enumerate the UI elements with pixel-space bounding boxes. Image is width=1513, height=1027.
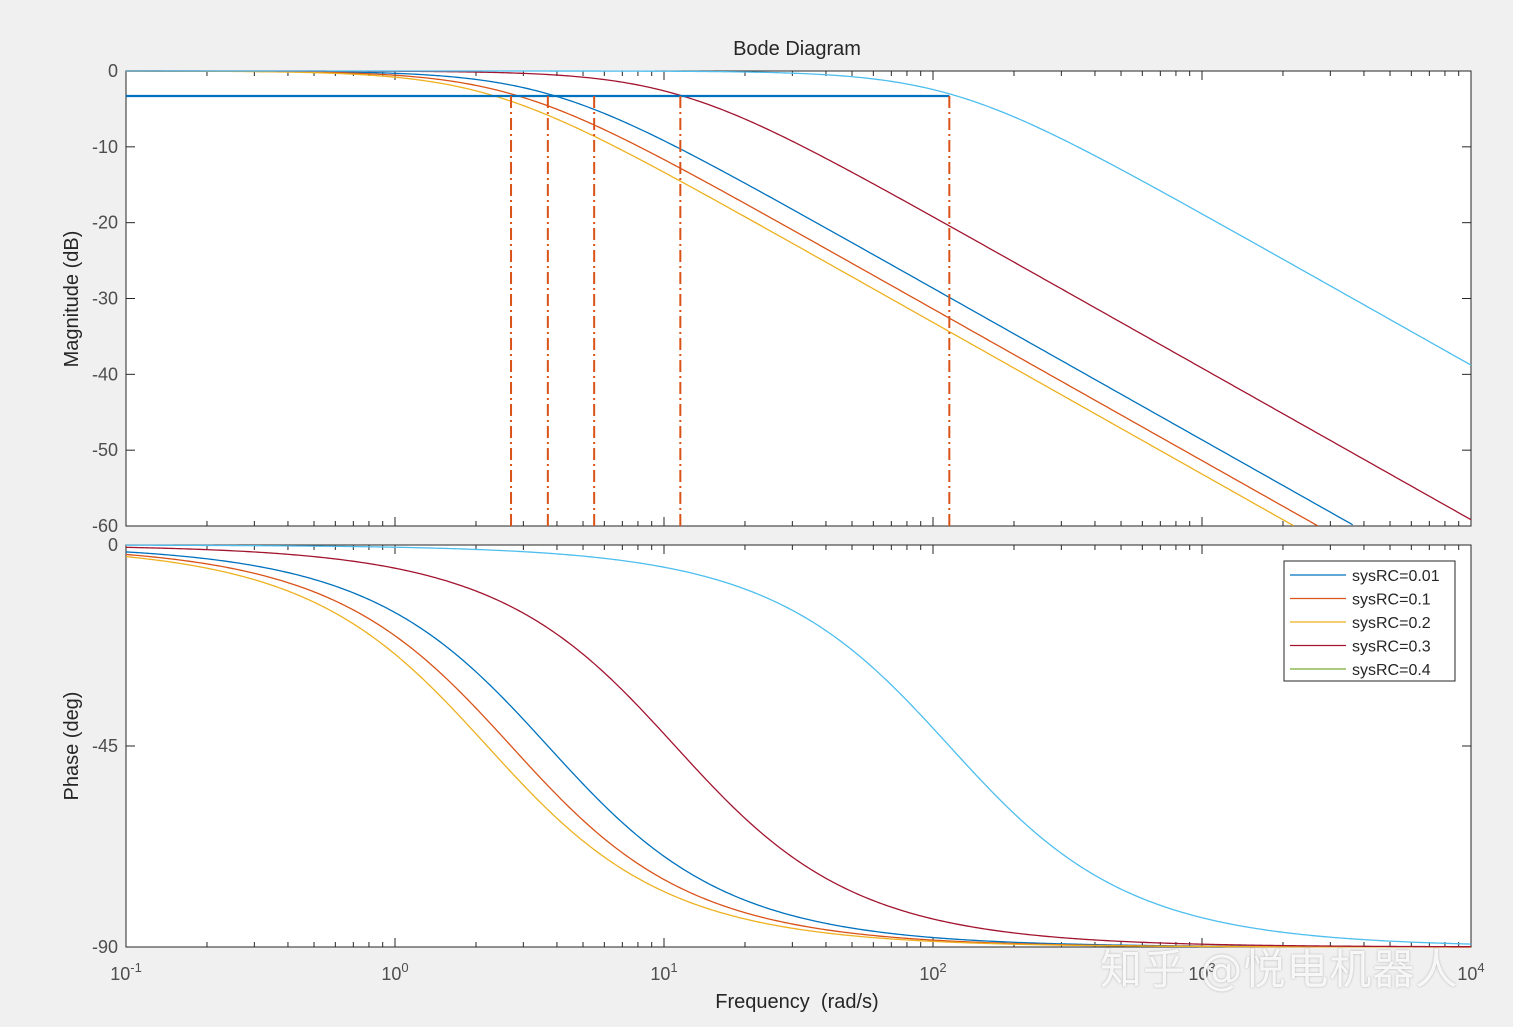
watermark: 知乎 @悦电机器人 xyxy=(1100,945,1459,994)
phase-line-5 xyxy=(125,544,1472,945)
phase-line-3 xyxy=(125,555,1471,948)
x-tick-label: 101 xyxy=(650,960,677,984)
x-tick-label: 10-1 xyxy=(110,960,142,984)
y-tick-label: 0 xyxy=(108,535,118,555)
legend-label: sysRC=0.4 xyxy=(1352,662,1431,679)
phase-xlabel: Frequency (rad/s) xyxy=(715,991,878,1013)
phase-axes-box xyxy=(125,544,1472,948)
y-tick-label: -10 xyxy=(92,137,118,157)
legend-label: sysRC=0.3 xyxy=(1352,639,1431,656)
y-tick-label: -90 xyxy=(92,937,118,957)
y-tick-label: -20 xyxy=(92,213,118,233)
magnitude-axes-box xyxy=(125,70,1472,527)
x-tick-label: 104 xyxy=(1457,960,1484,984)
legend[interactable]: sysRC=0.01 sysRC=0.1 sysRC=0.2 sysRC=0.3 sys… xyxy=(1283,560,1456,682)
magnitude-line-5 xyxy=(126,70,1472,366)
magnitude-ylabel: Magnitude (dB) xyxy=(61,231,83,368)
x-tick-label: 100 xyxy=(381,960,408,984)
chart-title: Bode Diagram xyxy=(733,38,861,60)
magnitude-line-3 xyxy=(126,70,1294,527)
x-tick-labels: 10-1 100 101 102 103 104 xyxy=(110,960,1484,984)
magnitude-cutoff-markers xyxy=(126,94,951,530)
y-tick-label: -50 xyxy=(92,440,118,460)
legend-label: sysRC=0.1 xyxy=(1352,592,1431,609)
legend-box xyxy=(1283,560,1456,682)
phase-ylabel: Phase (deg) xyxy=(61,692,83,801)
magnitude-y-ticks: 0 -10 -20 -30 -40 -50 -60 xyxy=(92,61,1471,536)
y-tick-label: 0 xyxy=(108,61,118,81)
x-tick-label: 102 xyxy=(919,960,946,984)
legend-items: sysRC=0.01 sysRC=0.1 sysRC=0.2 sysRC=0.3 sys… xyxy=(1290,568,1440,679)
y-tick-label: -30 xyxy=(92,289,118,309)
legend-label: sysRC=0.01 xyxy=(1352,568,1440,585)
phase-line-4 xyxy=(125,546,1472,948)
y-tick-label: -45 xyxy=(92,736,118,756)
magnitude-series xyxy=(125,70,1472,527)
magnitude-panel: 0 -10 -20 -30 -40 -50 -60 Magnitude (dB) xyxy=(61,61,1472,536)
x-tick-label: 103 xyxy=(1188,960,1215,984)
phase-series xyxy=(125,544,1472,948)
y-tick-label: -40 xyxy=(92,364,118,384)
phase-panel: 0-45-90 Phase (deg) 10-1 100 101 102 103 104 … xyxy=(61,535,1485,1013)
y-tick-label: -60 xyxy=(92,516,118,536)
legend-label: sysRC=0.2 xyxy=(1352,615,1431,632)
magnitude-line-1 xyxy=(125,70,1353,526)
